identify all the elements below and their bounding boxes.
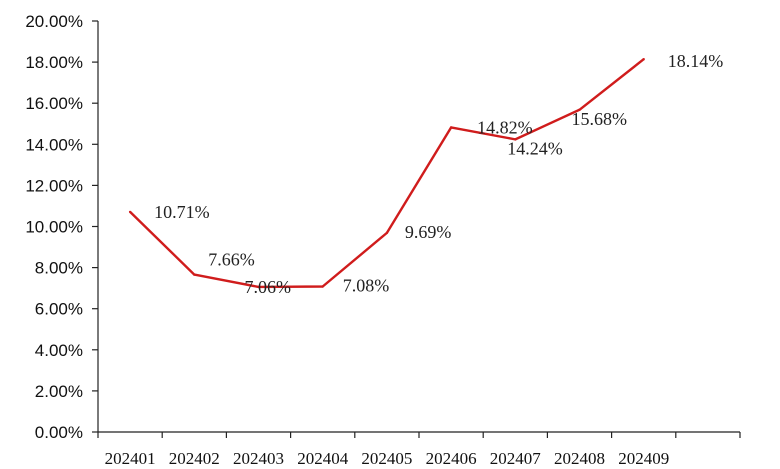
data-label: 14.82% bbox=[477, 117, 532, 137]
y-tick-label: 0.00% bbox=[35, 423, 83, 442]
data-label: 7.66% bbox=[208, 250, 255, 270]
data-labels: 10.71% 7.66% 7.06% 7.08% 9.69% 14.82%14.24% 15… bbox=[154, 51, 723, 297]
y-tick-label: 2.00% bbox=[35, 382, 83, 401]
data-label: 15.68% bbox=[572, 109, 628, 129]
y-tick-label: 4.00% bbox=[35, 341, 83, 360]
y-tick-label: 16.00% bbox=[25, 94, 83, 113]
series-line-group bbox=[128, 58, 645, 289]
x-axis: 202401 202402 202403 202404 202405 202406 2024… bbox=[97, 431, 741, 468]
data-label: 10.71% bbox=[154, 202, 210, 222]
series-line bbox=[129, 58, 645, 289]
data-label: 18.14% bbox=[668, 51, 724, 71]
data-label: 7.08% bbox=[343, 276, 390, 296]
y-tick-label: 10.00% bbox=[25, 218, 83, 237]
y-tick-label: 12.00% bbox=[25, 176, 83, 195]
x-tick-label: 202408 bbox=[554, 449, 605, 468]
data-point bbox=[257, 285, 260, 289]
x-tick-label: 202402 bbox=[169, 449, 220, 468]
y-tick-label: 6.00% bbox=[35, 300, 83, 319]
x-tick-label: 202404 bbox=[297, 449, 349, 468]
x-tick-label: 202403 bbox=[233, 449, 284, 468]
data-point bbox=[128, 210, 132, 214]
x-tick-label: 202409 bbox=[618, 449, 669, 468]
data-label: 14.24% bbox=[507, 138, 563, 158]
data-point bbox=[385, 231, 389, 235]
y-tick-label: 18.00% bbox=[25, 53, 83, 72]
y-tick-label: 14.00% bbox=[25, 135, 83, 154]
data-label: 9.69% bbox=[405, 222, 452, 242]
data-point bbox=[514, 138, 517, 141]
data-point bbox=[449, 126, 453, 129]
data-point bbox=[193, 273, 196, 276]
y-axis: 0.00% 2.00% 4.00% 6.00% 8.00% 10.00% 12.00% 14.… bbox=[25, 12, 99, 442]
data-label: 7.06% bbox=[245, 277, 292, 297]
x-tick-label: 202407 bbox=[490, 449, 542, 468]
data-point bbox=[321, 285, 324, 288]
data-point bbox=[642, 58, 645, 61]
x-tick-label: 202405 bbox=[361, 449, 412, 468]
y-tick-label: 8.00% bbox=[35, 259, 83, 278]
x-tick-label: 202401 bbox=[105, 449, 156, 468]
data-point bbox=[578, 108, 581, 111]
y-tick-label: 20.00% bbox=[25, 12, 83, 31]
x-tick-label: 202406 bbox=[426, 449, 477, 468]
